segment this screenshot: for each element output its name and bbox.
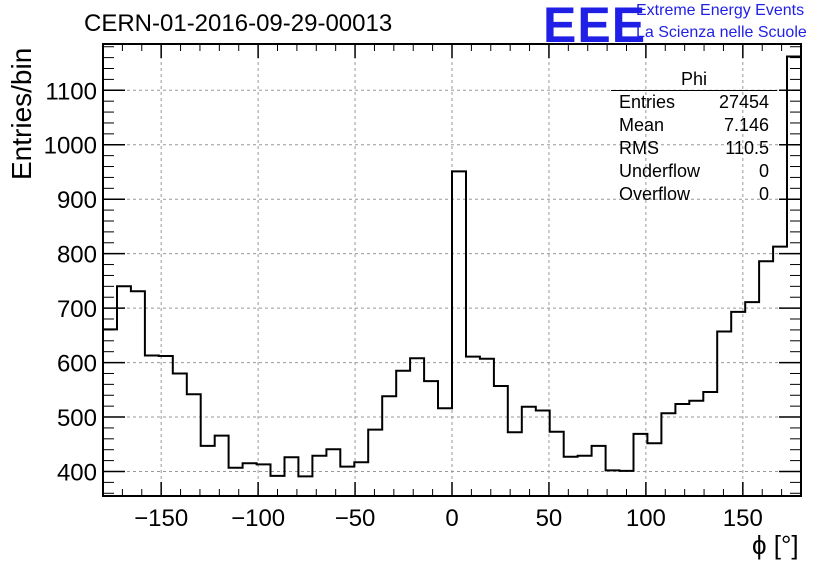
stats-row-entries: Entries 27454 bbox=[611, 91, 777, 114]
eee-logo: EEE bbox=[543, 0, 647, 53]
stats-title: Phi bbox=[611, 66, 777, 91]
stats-label: Entries bbox=[619, 92, 676, 112]
stats-row-rms: RMS 110.5 bbox=[611, 137, 777, 160]
stats-label: RMS bbox=[619, 138, 659, 158]
chart-title: CERN-01-2016-09-29-00013 bbox=[84, 10, 393, 37]
y-tick-label: 1100 bbox=[45, 78, 97, 105]
stats-value: 110.5 bbox=[725, 138, 769, 158]
y-tick-label: 500 bbox=[57, 405, 97, 432]
x-axis-label: ϕ [°] bbox=[752, 530, 799, 560]
logo-line-2: La Scienza nelle Scuole bbox=[636, 24, 807, 41]
stats-row-underflow: Underflow 0 bbox=[611, 160, 777, 183]
stats-row-mean: Mean 7.146 bbox=[611, 114, 777, 137]
stats-value: 7.146 bbox=[723, 115, 769, 135]
tick-labels: −150 −100 −50 0 50 100 150 400 500 600 700 800 900 10… bbox=[44, 78, 763, 532]
x-tick-label: 100 bbox=[626, 505, 666, 532]
stats-value: 27454 bbox=[718, 92, 769, 112]
stats-box: Phi Entries 27454 Mean 7.146 RMS 110.5 U… bbox=[611, 66, 777, 206]
y-tick-label: 900 bbox=[57, 187, 97, 214]
y-tick-label: 700 bbox=[57, 296, 97, 323]
x-tick-label: 50 bbox=[536, 505, 563, 532]
stats-value: 0 bbox=[758, 161, 769, 181]
y-tick-label: 800 bbox=[57, 242, 97, 269]
y-axis-label: Entries/bin bbox=[6, 47, 37, 180]
y-tick-label: 600 bbox=[57, 351, 97, 378]
stats-label: Mean bbox=[619, 115, 665, 135]
y-tick-label: 400 bbox=[57, 459, 97, 486]
x-tick-label: −50 bbox=[335, 505, 376, 532]
logo-line-1: Extreme Energy Events bbox=[636, 2, 805, 19]
stats-value: 0 bbox=[758, 184, 769, 204]
stats-label: Overflow bbox=[619, 184, 691, 204]
stats-row-overflow: Overflow 0 bbox=[611, 183, 777, 206]
stats-label: Underflow bbox=[619, 161, 701, 181]
x-tick-label: −150 bbox=[134, 505, 188, 532]
x-tick-label: 0 bbox=[445, 505, 458, 532]
histogram-line bbox=[103, 55, 801, 478]
x-tick-label: −100 bbox=[231, 505, 285, 532]
plot-frame bbox=[102, 43, 802, 497]
x-tick-label: 150 bbox=[723, 505, 763, 532]
y-tick-label: 1000 bbox=[44, 133, 97, 160]
